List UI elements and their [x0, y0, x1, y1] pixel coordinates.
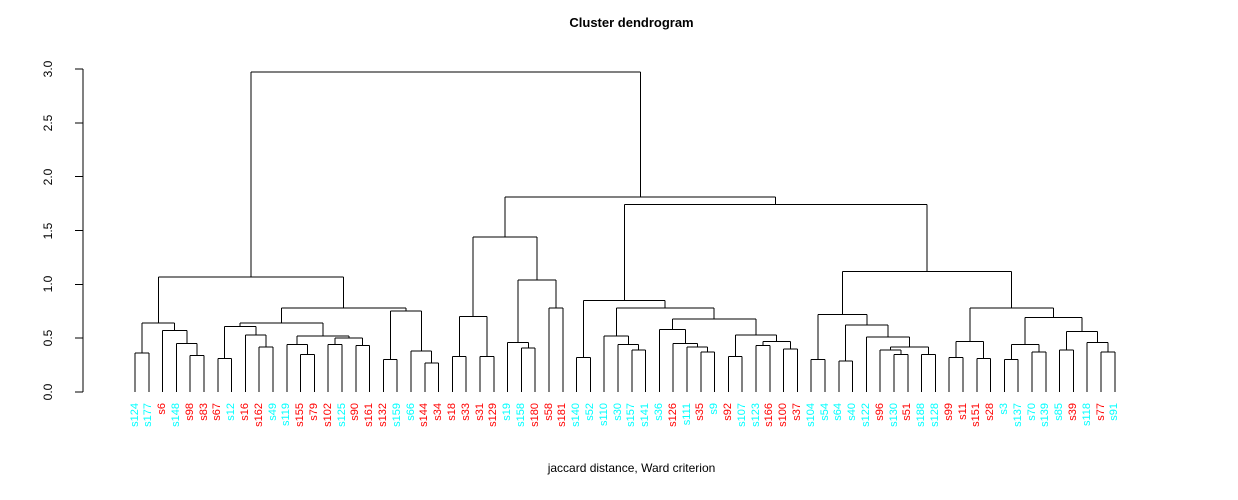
leaf-label-s104: s104: [804, 403, 817, 427]
dendrogram-links: [134, 71, 1116, 392]
y-tick-label-1.0: 1.0: [41, 275, 55, 293]
y-tick-label-2.0: 2.0: [41, 168, 55, 186]
leaf-label-s124: s124: [128, 403, 141, 427]
leaf-label-s51: s51: [901, 403, 914, 421]
leaf-label-s123: s123: [749, 403, 762, 427]
leaf-label-s37: s37: [790, 403, 803, 421]
leaf-label-s107: s107: [735, 403, 748, 427]
leaf-label-s92: s92: [721, 403, 734, 421]
leaf-label-s35: s35: [694, 403, 707, 421]
leaf-label-s16: s16: [238, 403, 251, 421]
leaf-label-s141: s141: [639, 403, 652, 427]
leaf-label-s33: s33: [459, 403, 472, 421]
leaf-label-s18: s18: [445, 403, 458, 421]
leaf-label-s3: s3: [997, 403, 1010, 415]
leaf-label-s52: s52: [583, 403, 596, 421]
leaf-label-s12: s12: [225, 403, 238, 421]
leaf-label-s100: s100: [777, 403, 790, 427]
leaf-label-s91: s91: [1108, 403, 1121, 421]
leaf-label-s66: s66: [404, 403, 417, 421]
chart-title: Cluster dendrogram: [569, 15, 694, 30]
leaf-label-s188: s188: [915, 403, 928, 427]
leaf-label-s77: s77: [1094, 403, 1107, 421]
y-tick-label-2.5: 2.5: [41, 114, 55, 132]
leaf-label-s40: s40: [846, 403, 859, 421]
y-axis: [75, 68, 84, 393]
leaf-label-s157: s157: [625, 403, 638, 427]
leaf-label-s30: s30: [611, 403, 624, 421]
leaf-label-s9: s9: [708, 403, 721, 415]
leaf-label-s111: s111: [680, 403, 693, 426]
y-tick-label-1.5: 1.5: [41, 222, 55, 239]
leaf-label-s31: s31: [473, 403, 486, 421]
leaf-label-s129: s129: [487, 403, 500, 427]
leaf-label-s162: s162: [252, 403, 265, 427]
leaf-label-s180: s180: [528, 403, 541, 427]
leaf-label-s139: s139: [1039, 403, 1052, 427]
leaf-label-s126: s126: [666, 403, 679, 427]
leaf-label-s90: s90: [349, 403, 362, 421]
leaf-label-s28: s28: [984, 403, 997, 421]
leaf-label-s85: s85: [1053, 403, 1066, 421]
leaf-label-s49: s49: [266, 403, 279, 421]
leaf-label-s96: s96: [873, 403, 886, 421]
leaf-label-s83: s83: [197, 403, 210, 421]
leaf-label-s58: s58: [542, 403, 555, 421]
leaf-label-s128: s128: [928, 403, 941, 427]
leaf-label-s79: s79: [307, 403, 320, 421]
leaf-label-s36: s36: [652, 403, 665, 421]
y-tick-label-3.0: 3.0: [41, 60, 55, 78]
y-tick-label-0.0: 0.0: [41, 383, 55, 401]
leaf-label-s70: s70: [1025, 403, 1038, 421]
leaf-label-s155: s155: [294, 403, 307, 427]
leaf-label-s132: s132: [376, 403, 389, 427]
leaf-label-s148: s148: [169, 403, 182, 427]
leaf-label-s98: s98: [183, 403, 196, 421]
leaf-label-s144: s144: [418, 403, 431, 427]
leaf-label-s11: s11: [956, 403, 969, 420]
leaf-label-s19: s19: [501, 403, 514, 421]
leaf-label-s137: s137: [1011, 403, 1024, 427]
leaf-label-s6: s6: [156, 403, 169, 415]
leaf-label-s122: s122: [859, 403, 872, 427]
leaf-label-s67: s67: [211, 403, 224, 421]
leaf-label-s161: s161: [363, 403, 376, 427]
leaf-label-s39: s39: [1066, 403, 1079, 421]
leaf-label-s177: s177: [142, 403, 155, 427]
leaf-label-s118: s118: [1080, 403, 1093, 427]
leaf-label-s130: s130: [887, 403, 900, 427]
leaf-label-s158: s158: [514, 403, 527, 427]
x-axis-label: jaccard distance, Ward criterion: [547, 461, 716, 475]
leaf-label-s119: s119: [280, 403, 293, 427]
leaf-label-s64: s64: [832, 403, 845, 421]
leaf-label-s166: s166: [763, 403, 776, 427]
y-tick-label-0.5: 0.5: [41, 329, 55, 347]
leaf-label-s110: s110: [597, 403, 610, 427]
leaf-label-s181: s181: [556, 403, 569, 427]
leaf-label-s54: s54: [818, 403, 831, 421]
leaf-label-s125: s125: [335, 403, 348, 427]
leaf-label-s99: s99: [942, 403, 955, 421]
leaf-label-s159: s159: [390, 403, 403, 427]
leaf-label-s102: s102: [321, 403, 334, 427]
leaf-label-s34: s34: [432, 403, 445, 421]
leaf-label-s140: s140: [570, 403, 583, 427]
leaf-label-s151: s151: [970, 403, 983, 427]
